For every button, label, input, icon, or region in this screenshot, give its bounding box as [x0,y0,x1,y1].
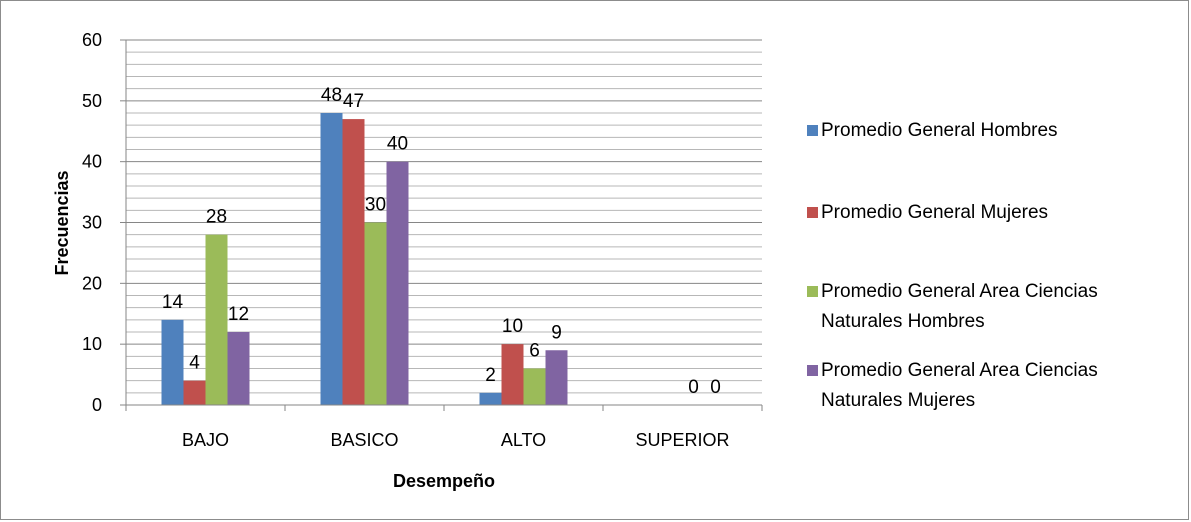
data-label: 4 [189,353,200,374]
data-label: 40 [387,134,408,155]
data-label: 9 [551,322,562,343]
x-tick-label: ALTO [501,430,546,450]
x-tick-labels: BAJO BASICO ALTO SUPERIOR [182,430,730,450]
data-label: 47 [343,91,364,112]
bar [161,319,184,405]
legend-label: Promedio General Area Ciencias [821,281,1098,302]
gridlines [126,39,762,394]
y-tick-label: 50 [82,91,102,111]
legend-swatch [807,125,818,136]
legend-label: Naturales Mujeres [821,390,975,411]
x-tick-label: SUPERIOR [635,430,729,450]
y-tick-label: 0 [92,395,102,415]
y-tick-label: 20 [82,273,102,293]
axes [120,39,763,411]
bars [161,113,568,405]
data-labels: 14 48 2 4 47 10 28 30 6 0 12 40 9 0 [162,85,721,398]
legend-swatch [807,365,818,376]
data-label: 2 [485,365,496,386]
legend: Promedio General Hombres Promedio General… [807,120,1098,411]
y-tick-label: 30 [82,213,102,233]
y-axis-title: Frecuencias [52,170,72,275]
data-label: 30 [365,195,386,216]
y-tick-label: 60 [82,30,102,50]
data-label: 0 [710,377,721,398]
y-tick-label: 10 [82,334,102,354]
bar [523,368,546,405]
bar [545,350,568,405]
legend-label: Promedio General Mujeres [821,202,1048,223]
bar [320,113,343,405]
data-label: 14 [162,292,184,313]
bar [479,392,502,405]
x-tick-label: BAJO [182,430,229,450]
data-label: 6 [529,341,540,362]
data-label: 0 [688,377,699,398]
data-label: 12 [228,304,249,325]
bar [386,161,409,405]
bar [501,344,524,405]
bar [205,234,228,405]
x-tick-label: BASICO [330,430,398,450]
bar [364,222,387,405]
legend-swatch [807,286,818,297]
y-tick-labels: 0 10 20 30 40 50 60 [82,30,102,415]
bar [342,119,365,405]
data-label: 48 [321,85,342,106]
legend-label: Naturales Hombres [821,311,985,332]
bar [183,380,206,405]
bar [227,332,250,405]
legend-label: Promedio General Area Ciencias [821,360,1098,381]
data-label: 28 [206,207,227,228]
legend-swatch [807,207,818,218]
x-axis-title: Desempeño [393,471,495,491]
legend-label: Promedio General Hombres [821,120,1058,141]
data-label: 10 [502,316,523,337]
y-tick-label: 40 [82,152,102,172]
